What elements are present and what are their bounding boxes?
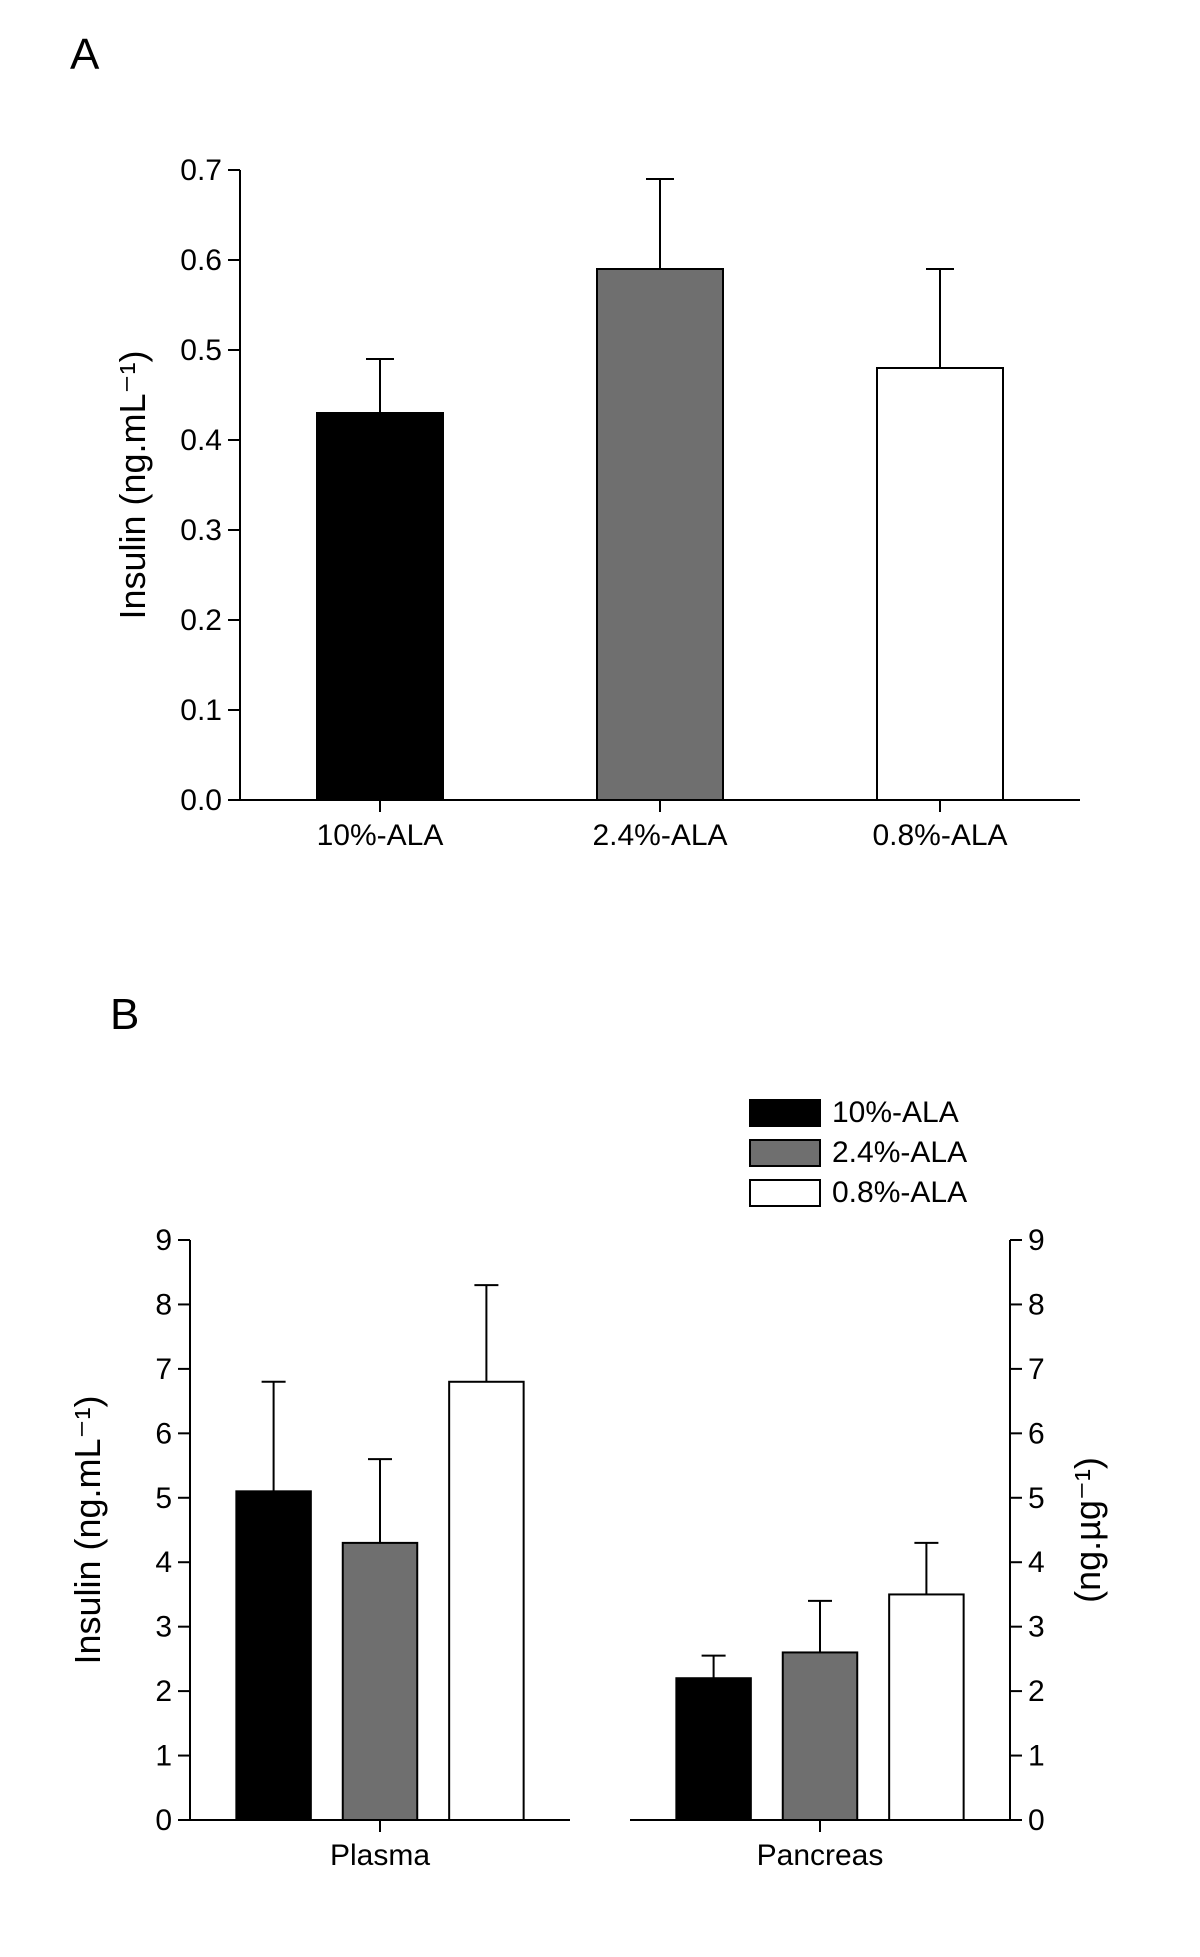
panel-b-label: B — [110, 990, 139, 1040]
svg-text:2.4%-ALA: 2.4%-ALA — [592, 819, 727, 852]
svg-text:0: 0 — [1028, 1804, 1045, 1837]
svg-text:0.2: 0.2 — [180, 604, 222, 637]
svg-text:Insulin (ng.mL⁻¹): Insulin (ng.mL⁻¹) — [112, 350, 153, 619]
svg-text:6: 6 — [1028, 1417, 1045, 1450]
svg-text:10%-ALA: 10%-ALA — [317, 819, 444, 852]
svg-text:9: 9 — [1028, 1224, 1045, 1257]
svg-text:3: 3 — [1028, 1611, 1045, 1644]
svg-text:1: 1 — [1028, 1740, 1045, 1773]
svg-text:0.0: 0.0 — [180, 784, 222, 817]
panel-a-label: A — [70, 30, 99, 80]
svg-text:Pancreas: Pancreas — [757, 1839, 884, 1872]
svg-text:0.3: 0.3 — [180, 514, 222, 547]
svg-text:8: 8 — [155, 1288, 172, 1321]
svg-text:5: 5 — [155, 1482, 172, 1515]
svg-text:2: 2 — [155, 1675, 172, 1708]
svg-text:10%-ALA: 10%-ALA — [832, 1096, 959, 1129]
panel-b-chart: 0 1 2 3 4 5 6 7 8 9 0 1 2 3 4 5 6 7 8 9 Insulin (ng.mL⁻¹) (ng… — [60, 1090, 1140, 1890]
svg-text:0.1: 0.1 — [180, 694, 222, 727]
svg-text:0.4: 0.4 — [180, 424, 222, 457]
figure: A 0.0 0.1 0.2 0.3 0.4 0.5 0.6 0.7 Insulin (ng.mL… — [0, 0, 1200, 1957]
svg-text:Insulin (ng.mL⁻¹): Insulin (ng.mL⁻¹) — [67, 1395, 108, 1664]
svg-text:8: 8 — [1028, 1288, 1045, 1321]
svg-text:7: 7 — [1028, 1353, 1045, 1386]
svg-text:2.4%-ALA: 2.4%-ALA — [832, 1136, 967, 1169]
svg-text:0.5: 0.5 — [180, 334, 222, 367]
svg-text:2: 2 — [1028, 1675, 1045, 1708]
svg-text:3: 3 — [155, 1611, 172, 1644]
svg-text:0.8%-ALA: 0.8%-ALA — [872, 819, 1007, 852]
svg-text:7: 7 — [155, 1353, 172, 1386]
svg-text:4: 4 — [1028, 1546, 1045, 1579]
svg-text:0.8%-ALA: 0.8%-ALA — [832, 1176, 967, 1209]
svg-text:6: 6 — [155, 1417, 172, 1450]
svg-text:0: 0 — [155, 1804, 172, 1837]
svg-text:0.6: 0.6 — [180, 244, 222, 277]
svg-text:5: 5 — [1028, 1482, 1045, 1515]
svg-text:(ng.µg⁻¹): (ng.µg⁻¹) — [1067, 1457, 1108, 1603]
svg-text:4: 4 — [155, 1546, 172, 1579]
svg-text:0.7: 0.7 — [180, 154, 222, 187]
panel-a-chart: 0.0 0.1 0.2 0.3 0.4 0.5 0.6 0.7 Insulin (ng.mL⁻¹… — [110, 150, 1110, 870]
svg-text:Plasma: Plasma — [330, 1839, 430, 1872]
svg-text:1: 1 — [155, 1740, 172, 1773]
svg-text:9: 9 — [155, 1224, 172, 1257]
